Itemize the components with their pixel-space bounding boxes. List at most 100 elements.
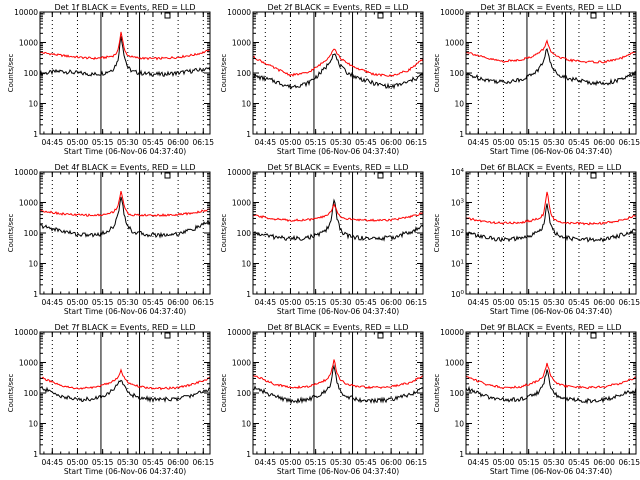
- legend-marker: [377, 172, 384, 179]
- y-tick-label: 1: [33, 290, 38, 299]
- y-tick-label: 1: [33, 130, 38, 139]
- legend-marker: [590, 172, 597, 179]
- y-tick-label: 100: [237, 229, 252, 238]
- y-tick-label: 1000: [232, 359, 251, 368]
- chart-panel: 1 10 100 1000 10000 04:45 05:00 05:15 05:30 05:45…: [220, 323, 427, 476]
- x-tick-label: 05:00: [280, 298, 302, 307]
- x-tick-label: 05:30: [330, 298, 352, 307]
- y-tick-label: 104: [451, 168, 465, 177]
- y-tick-label: 10: [28, 100, 38, 109]
- x-tick-label: 05:15: [518, 458, 540, 467]
- x-tick-label: 05:45: [142, 138, 164, 147]
- y-tick-label: 1: [246, 130, 251, 139]
- x-axis-label: Start Time (06-Nov-06 04:37:40): [490, 147, 612, 156]
- y-tick-label: 100: [451, 290, 465, 299]
- panel-title: Det 8f BLACK = Events, RED = LLD: [267, 323, 408, 332]
- legend-marker: [590, 332, 597, 339]
- plot-frame: [252, 11, 424, 135]
- y-tick-label: 1: [246, 450, 251, 459]
- y-tick-label: 102: [451, 229, 464, 238]
- panel-title: Det 6f BLACK = Events, RED = LLD: [480, 163, 621, 172]
- y-tick-label: 10000: [14, 8, 38, 17]
- x-tick-label: 04:45: [467, 458, 489, 467]
- y-tick-label: 1: [459, 450, 464, 459]
- events-series-line: [39, 36, 211, 77]
- y-tick-label: 10: [241, 260, 251, 269]
- plot-frame: [465, 11, 637, 135]
- chart-panel: 1 10 100 1000 10000 04:45 05:00 05:15 05:30 05:45…: [220, 3, 427, 156]
- x-tick-label: 06:00: [167, 458, 189, 467]
- chart-panel: 1 10 100 1000 10000 04:45 05:00 05:15 05:30 05:45…: [7, 3, 214, 156]
- y-axis-label: Counts/sec: [433, 374, 441, 413]
- legend-marker: [377, 332, 384, 339]
- legend-marker: [590, 12, 597, 19]
- x-tick-label: 06:00: [380, 458, 402, 467]
- x-axis-label: Start Time (06-Nov-06 04:37:40): [490, 307, 612, 316]
- x-axis-label: Start Time (06-Nov-06 04:37:40): [277, 467, 399, 476]
- y-tick-label: 1000: [232, 199, 251, 208]
- chart-panel: 1 10 100 1000 10000 04:45 05:00 05:15 05:30 05:45…: [433, 323, 640, 476]
- x-tick-label: 05:00: [280, 138, 302, 147]
- lld-series-line: [465, 362, 637, 390]
- y-tick-label: 100: [24, 389, 39, 398]
- x-tick-label: 06:00: [380, 298, 402, 307]
- x-axis-label: Start Time (06-Nov-06 04:37:40): [64, 467, 186, 476]
- y-tick-label: 1: [459, 130, 464, 139]
- panel-title: Det 5f BLACK = Events, RED = LLD: [267, 163, 408, 172]
- lld-series-line: [465, 191, 637, 226]
- y-tick-label: 101: [451, 260, 464, 269]
- y-axis-label: Counts/sec: [7, 374, 15, 413]
- x-tick-label: 05:45: [568, 458, 590, 467]
- plot-frame: [252, 171, 424, 295]
- chart-panel: 1 10 100 1000 10000 04:45 05:00 05:15 05:30 05:45…: [433, 3, 640, 156]
- x-tick-label: 04:45: [254, 458, 276, 467]
- x-tick-label: 04:45: [467, 138, 489, 147]
- x-tick-label: 06:15: [618, 298, 640, 307]
- chart-panel: 1 10 100 1000 10000 04:45 05:00 05:15 05:30 05:45…: [7, 163, 214, 316]
- lld-series-line: [252, 48, 424, 77]
- x-axis-label: Start Time (06-Nov-06 04:37:40): [490, 467, 612, 476]
- panel-title: Det 7f BLACK = Events, RED = LLD: [54, 323, 195, 332]
- x-tick-label: 04:45: [254, 138, 276, 147]
- x-tick-label: 06:00: [593, 138, 615, 147]
- lld-series-line: [252, 203, 424, 223]
- x-tick-label: 05:45: [355, 458, 377, 467]
- x-tick-label: 05:15: [305, 298, 327, 307]
- y-axis-label: Counts/sec: [433, 54, 441, 93]
- lld-series-line: [465, 39, 637, 64]
- y-tick-label: 10000: [227, 8, 251, 17]
- x-tick-label: 06:00: [593, 458, 615, 467]
- y-axis-label: Counts/sec: [220, 214, 228, 253]
- y-tick-label: 1: [33, 450, 38, 459]
- x-tick-label: 04:45: [41, 138, 63, 147]
- y-tick-label: 10000: [440, 8, 464, 17]
- x-tick-label: 05:00: [67, 458, 89, 467]
- lld-series-line: [39, 368, 211, 391]
- x-tick-label: 05:15: [305, 138, 327, 147]
- lld-series-line: [39, 190, 211, 217]
- x-axis-label: Start Time (06-Nov-06 04:37:40): [277, 147, 399, 156]
- y-tick-label: 10: [241, 420, 251, 429]
- panel-title: Det 1f BLACK = Events, RED = LLD: [54, 3, 195, 12]
- legend-marker: [377, 12, 384, 19]
- events-series-line: [39, 379, 211, 403]
- x-tick-label: 05:30: [330, 458, 352, 467]
- x-tick-label: 05:15: [92, 298, 114, 307]
- events-series-line: [465, 369, 637, 405]
- x-tick-label: 05:45: [355, 298, 377, 307]
- y-tick-label: 1000: [19, 199, 38, 208]
- x-tick-label: 04:45: [254, 298, 276, 307]
- chart-panel: 100 101 102 103 104 04:45 05:00 05:15 05:30 05:45…: [433, 163, 640, 316]
- y-tick-label: 10000: [227, 328, 251, 337]
- plot-frame: [39, 331, 211, 455]
- x-tick-label: 05:30: [117, 298, 139, 307]
- lld-series-line: [39, 31, 211, 61]
- plot-frame: [465, 171, 637, 295]
- y-tick-label: 1000: [445, 359, 464, 368]
- x-tick-label: 05:00: [493, 458, 515, 467]
- events-series-line: [39, 196, 211, 239]
- y-tick-label: 10000: [227, 168, 251, 177]
- y-tick-label: 100: [450, 389, 465, 398]
- y-axis-label: Counts/sec: [220, 374, 228, 413]
- y-tick-label: 1000: [19, 39, 38, 48]
